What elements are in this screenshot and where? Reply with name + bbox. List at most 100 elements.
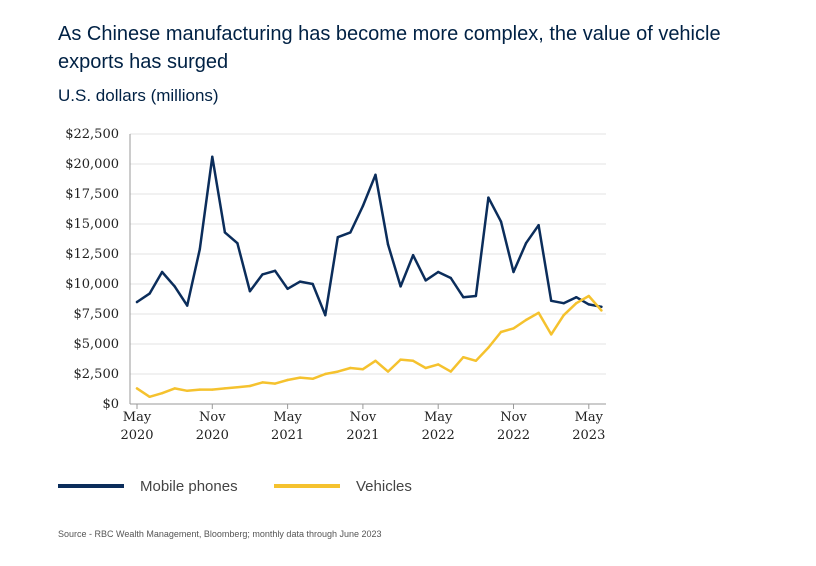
x-tick-label-month: Nov [350, 410, 377, 425]
x-tick-label-year: 2023 [572, 428, 605, 443]
data-point-vehicles [386, 370, 390, 373]
chart-subtitle: U.S. dollars (millions) [58, 86, 219, 105]
x-tick-label-month: May [424, 410, 453, 425]
y-tick-label: $12,500 [65, 247, 119, 262]
y-tick-label: $20,000 [65, 157, 119, 172]
data-point-vehicles [223, 387, 227, 390]
data-point-mobile-phones [349, 231, 352, 234]
data-point-mobile-phones [587, 303, 590, 306]
x-tick-label-month: May [575, 410, 604, 425]
y-tick-label: $2,500 [74, 367, 120, 382]
data-point-mobile-phones [386, 243, 390, 246]
data-point-vehicles [575, 302, 578, 305]
data-point-mobile-phones [474, 294, 478, 298]
y-tick-label: $15,000 [65, 217, 119, 232]
y-tick-label: $7,500 [74, 307, 120, 322]
data-point-mobile-phones [600, 305, 603, 308]
legend-item-vehicles: Vehicles [274, 476, 412, 496]
data-point-mobile-phones [223, 231, 227, 234]
data-point-mobile-phones [537, 224, 540, 227]
data-point-vehicles [499, 330, 503, 334]
series-lines [135, 155, 603, 399]
x-tick-label-month: Nov [500, 410, 527, 425]
chart-title: As Chinese manufacturing has become more… [58, 23, 721, 73]
gridlines [130, 133, 606, 375]
x-tick-label-year: 2021 [271, 428, 304, 443]
data-point-mobile-phones [311, 282, 314, 286]
data-point-vehicles [474, 359, 478, 362]
data-point-mobile-phones [462, 296, 465, 299]
data-point-vehicles [562, 314, 565, 317]
data-point-vehicles [324, 372, 327, 376]
data-point-vehicles [186, 389, 189, 392]
data-point-mobile-phones [424, 279, 427, 282]
data-point-vehicles [160, 392, 164, 395]
x-tick-label-month: Nov [199, 410, 226, 425]
data-point-mobile-phones [336, 236, 339, 239]
data-point-mobile-phones [173, 285, 176, 288]
legend-item-mobile-phones: Mobile phones [58, 476, 238, 496]
data-point-mobile-phones [524, 242, 528, 245]
data-point-vehicles [248, 384, 252, 388]
x-tick-label-month: May [273, 410, 302, 425]
data-point-vehicles [399, 358, 402, 361]
data-point-vehicles [349, 366, 352, 370]
data-point-mobile-phones [324, 314, 327, 317]
x-tick-label-year: 2021 [346, 428, 379, 443]
data-point-vehicles [311, 377, 314, 380]
data-point-mobile-phones [549, 299, 553, 302]
line-chart: $0 $2,500 $5,000 $7,500 $10,000 $12,500 $15,00… [65, 127, 606, 443]
data-point-vehicles [549, 333, 553, 336]
data-point-mobile-phones [135, 300, 139, 304]
data-point-mobile-phones [273, 269, 277, 272]
legend-swatch-mobile-phones [58, 484, 124, 488]
data-point-vehicles [512, 327, 515, 330]
data-point-mobile-phones [437, 270, 440, 274]
data-point-mobile-phones [361, 204, 365, 208]
data-point-vehicles [135, 387, 139, 390]
data-point-vehicles [449, 370, 452, 373]
data-point-mobile-phones [374, 173, 377, 176]
x-tick-label-year: 2020 [196, 428, 229, 443]
data-point-vehicles [424, 366, 427, 370]
y-tick-label: $22,500 [65, 127, 119, 142]
data-point-vehicles [336, 370, 339, 373]
data-point-vehicles [537, 311, 540, 314]
data-point-mobile-phones [399, 285, 402, 288]
data-point-mobile-phones [411, 254, 415, 257]
data-point-vehicles [587, 294, 590, 298]
series-line-vehicles [135, 294, 603, 399]
series-line-mobile-phones [135, 155, 603, 317]
data-point-vehicles [211, 388, 214, 391]
data-point-vehicles [148, 395, 151, 398]
data-point-vehicles [173, 387, 176, 390]
data-point-mobile-phones [512, 270, 515, 274]
data-point-vehicles [487, 346, 490, 349]
data-point-mobile-phones [562, 302, 565, 305]
data-point-vehicles [462, 356, 465, 359]
data-point-vehicles [600, 309, 603, 312]
data-point-vehicles [261, 381, 264, 384]
axes: $0 $2,500 $5,000 $7,500 $10,000 $12,500 $15,00… [65, 127, 606, 443]
y-tick-label: $17,500 [65, 187, 119, 202]
data-point-vehicles [374, 359, 377, 362]
x-tick-label-year: 2022 [422, 428, 455, 443]
data-point-mobile-phones [148, 292, 151, 295]
data-point-vehicles [198, 388, 201, 391]
data-point-mobile-phones [298, 280, 302, 283]
data-point-mobile-phones [160, 270, 164, 274]
data-point-mobile-phones [236, 242, 239, 245]
data-point-vehicles [286, 378, 289, 382]
y-tick-label: $5,000 [74, 337, 120, 352]
data-point-mobile-phones [211, 155, 214, 158]
x-tick-label-year: 2022 [497, 428, 530, 443]
data-point-mobile-phones [575, 296, 578, 299]
data-point-mobile-phones [198, 248, 201, 251]
y-tick-label: $0 [102, 397, 119, 412]
data-point-mobile-phones [487, 196, 490, 199]
data-point-vehicles [437, 363, 440, 366]
data-point-vehicles [273, 382, 277, 385]
x-tick-label-month: May [123, 410, 152, 425]
data-point-mobile-phones [449, 276, 452, 280]
y-tick-label: $10,000 [65, 277, 119, 292]
